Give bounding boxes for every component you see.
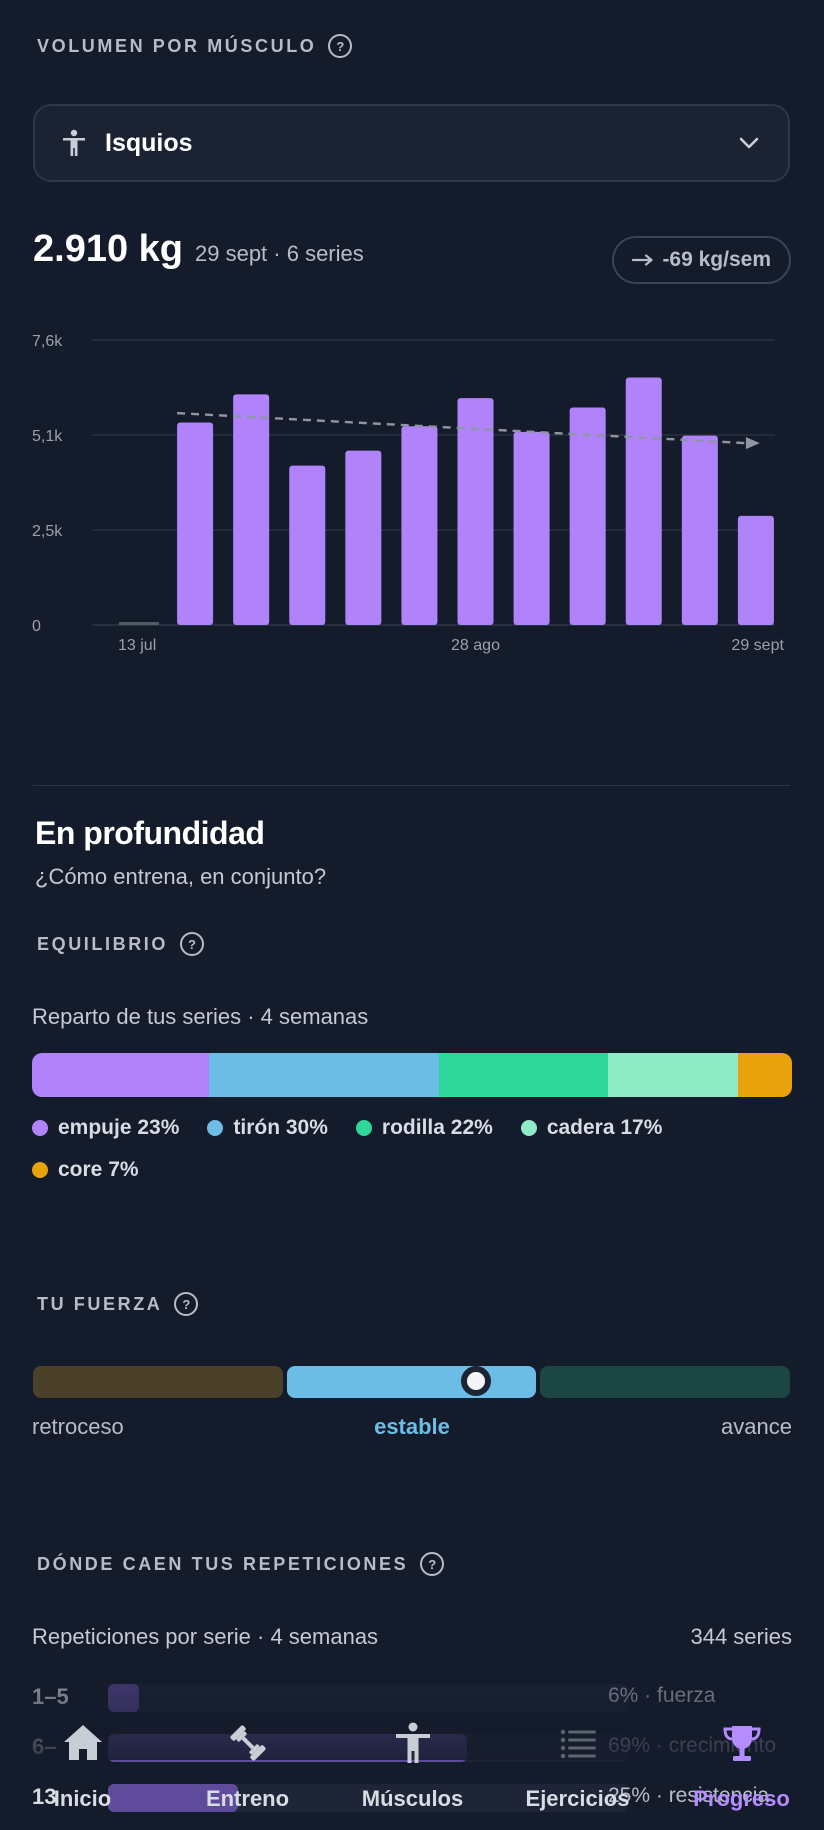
strength-segment-estable: [287, 1366, 536, 1398]
legend-item-core: core 7%: [32, 1158, 139, 1182]
balance-segment-cadera: [607, 1053, 739, 1097]
depth-title: En profundidad: [35, 815, 265, 851]
strength-label-center: estable: [374, 1414, 450, 1439]
muscle-select[interactable]: Isquios: [33, 104, 790, 182]
chevron-down-icon: [739, 137, 759, 149]
legend-dot: [520, 1120, 537, 1136]
strength-title: TU FUERZA ?: [37, 1292, 199, 1316]
chart-bar: [119, 622, 159, 625]
list-icon: [560, 1729, 596, 1759]
strength-label-right: avance: [721, 1414, 792, 1439]
reps-row-label: 13: [32, 1784, 57, 1809]
chart-bar: [457, 398, 494, 625]
volume-total: 2.910 kg: [33, 228, 183, 270]
legend-label: rodilla 22%: [381, 1116, 493, 1139]
chart-bar: [513, 431, 550, 625]
trend-arrow: [745, 437, 760, 450]
volume-section-title: VOLUMEN POR MÚSCULO ?: [37, 34, 353, 58]
help-icon[interactable]: ?: [174, 1292, 199, 1316]
balance-caption: Reparto de tus series · 4 semanas: [32, 1004, 369, 1029]
nav-item-ejercicios[interactable]: Ejercicios: [495, 1700, 660, 1830]
balance-segment-rodilla: [438, 1053, 608, 1097]
legend-label: empuje 23%: [58, 1116, 180, 1139]
legend-dot: [32, 1162, 48, 1178]
person-icon: [63, 129, 85, 156]
legend-label: tirón 30%: [233, 1116, 328, 1139]
chart-bar: [233, 394, 270, 625]
strength-label-left: retroceso: [32, 1414, 124, 1439]
volume-meta: 29 sept · 6 series: [195, 241, 364, 266]
depth-subtitle: ¿Cómo entrena, en conjunto?: [35, 864, 327, 889]
muscle-select-value: Isquios: [105, 128, 193, 157]
balance-legend: empuje 23% tirón 30% rodilla 22% cadera 17%…: [32, 1116, 752, 1182]
balance-title: EQUILIBRIO ?: [37, 932, 205, 956]
legend-item-cadera: cadera 17%: [520, 1116, 663, 1140]
legend-dot: [355, 1120, 372, 1136]
legend-label: core 7%: [58, 1158, 139, 1181]
nav-label: Músculos: [361, 1786, 464, 1811]
reps-title: DÓNDE CAEN TUS REPETICIONES ?: [37, 1552, 445, 1576]
y-tick-label: 2,5k: [32, 523, 63, 540]
legend-label: cadera 17%: [546, 1116, 663, 1139]
strength-segment-avance: [540, 1366, 790, 1398]
legend-item-tiron: tirón 30%: [207, 1116, 328, 1140]
legend-dot: [32, 1120, 48, 1136]
chart-bar: [681, 435, 718, 625]
nav-label: Progreso: [693, 1786, 790, 1811]
x-tick-label: 29 sept: [731, 637, 784, 654]
nav-label: Inicio: [53, 1786, 112, 1811]
strength-indicator: [461, 1366, 491, 1396]
y-tick-label: 5,1k: [32, 428, 63, 445]
home-icon: [63, 1725, 102, 1760]
section-divider: [33, 785, 790, 786]
y-tick-label: 0: [32, 618, 41, 635]
person-icon: [395, 1722, 430, 1763]
strength-segment-retroceso: [33, 1366, 283, 1398]
balance-bar: [32, 1053, 792, 1097]
balance-segment-empuje: [32, 1053, 209, 1097]
balance-segment-tiron: [208, 1053, 439, 1097]
chart-bar: [569, 407, 606, 625]
nav-item-musculos[interactable]: Músculos: [330, 1700, 495, 1830]
chart-bar: [177, 422, 214, 625]
chart-bar: [401, 426, 438, 625]
chart-bar: [345, 450, 382, 625]
balance-segment-core: [738, 1053, 792, 1097]
nav-item-progreso[interactable]: Progreso: [659, 1700, 824, 1830]
help-icon[interactable]: ?: [328, 34, 353, 58]
nav-item-inicio[interactable]: Inicio: [0, 1700, 165, 1830]
reps-row: 13 25% · resistencia: [32, 1778, 792, 1818]
bottom-nav: Inicio Entreno Músculos: [0, 1700, 824, 1830]
trend-value: -69 kg/sem: [662, 248, 771, 271]
chart-bar: [737, 515, 774, 625]
dumbbell-icon: [229, 1725, 266, 1761]
legend-item-rodilla: rodilla 22%: [355, 1116, 493, 1140]
arrow-right-icon: [632, 254, 654, 266]
chart-bar: [289, 465, 326, 625]
reps-caption: Repeticiones por serie · 4 semanas: [32, 1624, 379, 1649]
chart-bar: [625, 377, 662, 625]
trend-line: [177, 411, 746, 445]
reps-count: 344 series: [690, 1624, 792, 1649]
x-tick-label: 28 ago: [451, 637, 500, 654]
trophy-icon: [722, 1726, 761, 1761]
legend-dot: [207, 1120, 224, 1136]
help-icon[interactable]: ?: [180, 932, 205, 956]
trend-badge: -69 kg/sem: [612, 236, 791, 284]
x-tick-label: 13 jul: [118, 637, 156, 654]
nav-item-entreno[interactable]: Entreno: [165, 1700, 330, 1830]
legend-item-empuje: empuje 23%: [32, 1116, 179, 1140]
nav-label: Entreno: [205, 1786, 290, 1811]
y-tick-label: 7,6k: [32, 333, 63, 350]
reps-row-fill: [108, 1784, 238, 1812]
help-icon[interactable]: ?: [420, 1552, 445, 1576]
volume-summary: 2.910 kg 29 sept · 6 series: [33, 228, 364, 271]
volume-chart: 0 2,5k 5,1k 7,6k 13 jul 28 ago 29 sept: [32, 333, 784, 654]
reps-row-track: [108, 1784, 628, 1812]
nav-label: Ejercicios: [525, 1786, 630, 1811]
reps-row-stat: 25% · resistencia: [608, 1784, 770, 1807]
